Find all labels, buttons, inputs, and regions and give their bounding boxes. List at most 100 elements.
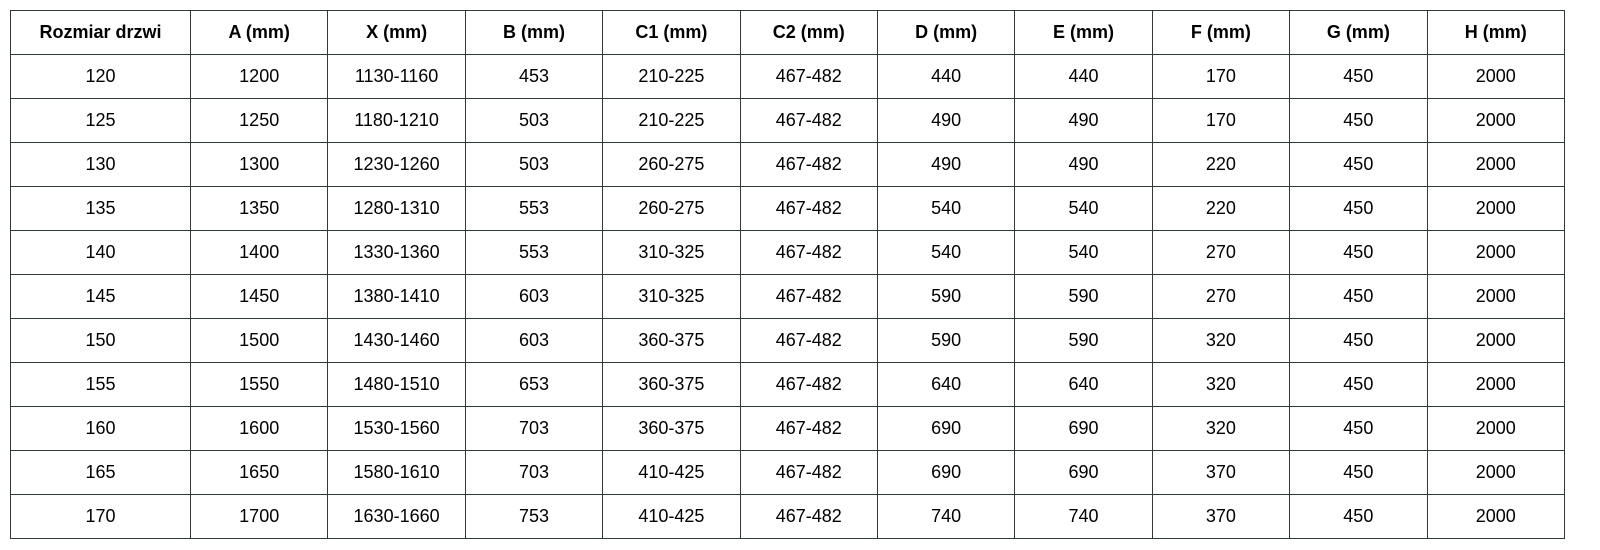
table-cell: 2000 [1426,450,1566,495]
table-cell: 410-425 [602,494,741,539]
table-cell: 553 [464,230,604,275]
table-cell: 490 [876,142,1016,187]
table-cell: 145 [10,274,191,319]
table-cell: 467-482 [739,54,878,99]
table-cell: 260-275 [602,186,741,231]
table-cell: 690 [1014,406,1153,451]
header-cell: A (mm) [189,10,329,55]
header-cell: C1 (mm) [602,10,741,55]
table-cell: 1380-1410 [327,274,466,319]
table-cell: 220 [1151,142,1291,187]
table-cell: 590 [1014,274,1153,319]
table-cell: 440 [1014,54,1153,99]
table-cell: 1180-1210 [327,98,466,143]
table-cell: 1230-1260 [327,142,466,187]
table-cell: 490 [876,98,1016,143]
header-cell: D (mm) [876,10,1016,55]
header-cell: G (mm) [1289,10,1428,55]
table-cell: 450 [1289,54,1428,99]
table-cell: 410-425 [602,450,741,495]
table-cell: 653 [464,362,604,407]
table-cell: 467-482 [739,98,878,143]
table-cell: 467-482 [739,186,878,231]
table-cell: 2000 [1426,230,1566,275]
table-cell: 170 [1151,98,1291,143]
table-cell: 450 [1289,494,1428,539]
table-cell: 1550 [189,362,329,407]
table-row: 125 1250 1180-1210 503 210-225 467-482 490 490 1… [10,98,1566,143]
table-cell: 260-275 [602,142,741,187]
table-cell: 120 [10,54,191,99]
table-row: 130 1300 1230-1260 503 260-275 467-482 490 490 2… [10,142,1566,187]
table-row: 155 1550 1480-1510 653 360-375 467-482 640 640 3… [10,362,1566,407]
table-cell: 1630-1660 [327,494,466,539]
table-cell: 703 [464,450,604,495]
table-cell: 2000 [1426,142,1566,187]
table-cell: 1330-1360 [327,230,466,275]
table-cell: 1130-1160 [327,54,466,99]
table-row: 135 1350 1280-1310 553 260-275 467-482 540 540 2… [10,186,1566,231]
table-cell: 467-482 [739,274,878,319]
table-cell: 453 [464,54,604,99]
table-cell: 740 [1014,494,1153,539]
table-cell: 370 [1151,450,1291,495]
header-cell: H (mm) [1426,10,1566,55]
table-cell: 320 [1151,318,1291,363]
table-cell: 467-482 [739,362,878,407]
table-row: 140 1400 1330-1360 553 310-325 467-482 540 540 2… [10,230,1566,275]
table-cell: 450 [1289,274,1428,319]
table-cell: 360-375 [602,318,741,363]
table-cell: 310-325 [602,230,741,275]
table-cell: 135 [10,186,191,231]
table-cell: 2000 [1426,406,1566,451]
table-cell: 490 [1014,98,1153,143]
table-cell: 170 [10,494,191,539]
table-cell: 1580-1610 [327,450,466,495]
table-cell: 155 [10,362,191,407]
table-cell: 320 [1151,362,1291,407]
table-cell: 2000 [1426,362,1566,407]
table-cell: 467-482 [739,406,878,451]
table-cell: 2000 [1426,186,1566,231]
table-cell: 490 [1014,142,1153,187]
table-cell: 210-225 [602,98,741,143]
table-row: 150 1500 1430-1460 603 360-375 467-482 590 590 3… [10,318,1566,363]
table-row: 145 1450 1380-1410 603 310-325 467-482 590 590 2… [10,274,1566,319]
table-cell: 450 [1289,450,1428,495]
table-cell: 590 [1014,318,1153,363]
table-cell: 320 [1151,406,1291,451]
table-cell: 690 [876,406,1016,451]
table-cell: 170 [1151,54,1291,99]
table-cell: 467-482 [739,230,878,275]
table-cell: 640 [876,362,1016,407]
table-cell: 1450 [189,274,329,319]
table-cell: 690 [1014,450,1153,495]
table-cell: 2000 [1426,274,1566,319]
table-cell: 450 [1289,98,1428,143]
table-cell: 140 [10,230,191,275]
table-cell: 450 [1289,318,1428,363]
table-cell: 450 [1289,142,1428,187]
table-cell: 467-482 [739,494,878,539]
table-cell: 160 [10,406,191,451]
header-cell: X (mm) [327,10,466,55]
table-cell: 467-482 [739,318,878,363]
table-cell: 210-225 [602,54,741,99]
table-cell: 450 [1289,362,1428,407]
table-cell: 1480-1510 [327,362,466,407]
table-cell: 1600 [189,406,329,451]
table-cell: 553 [464,186,604,231]
table-cell: 467-482 [739,142,878,187]
table-cell: 753 [464,494,604,539]
header-cell: C2 (mm) [739,10,878,55]
table-cell: 125 [10,98,191,143]
table-cell: 450 [1289,406,1428,451]
table-cell: 370 [1151,494,1291,539]
table-cell: 503 [464,98,604,143]
table-cell: 540 [876,230,1016,275]
header-cell: F (mm) [1151,10,1291,55]
table-cell: 1280-1310 [327,186,466,231]
table-cell: 590 [876,274,1016,319]
table-cell: 467-482 [739,450,878,495]
table-row: 160 1600 1530-1560 703 360-375 467-482 690 690 3… [10,406,1566,451]
